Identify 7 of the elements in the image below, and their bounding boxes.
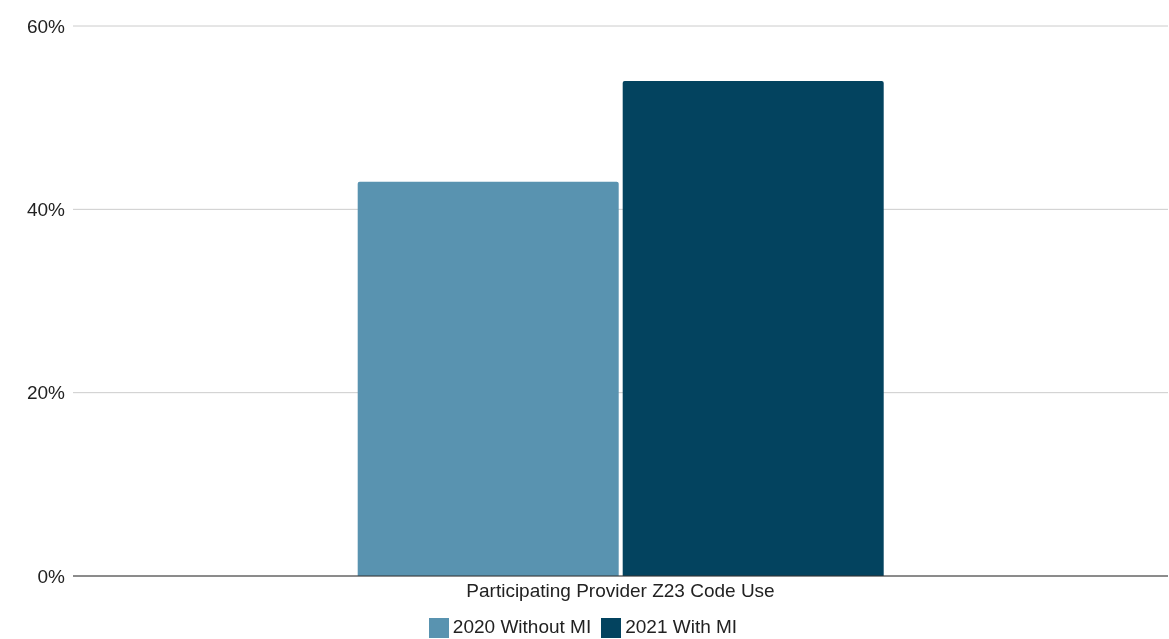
legend-label: 2020 Without MI (452, 616, 592, 637)
x-tick-label: Participating Provider Z23 Code Use (466, 580, 775, 602)
y-tick-label: 60% (26, 15, 66, 37)
y-tick-label: 40% (26, 199, 66, 221)
y-tick-label: 20% (26, 382, 66, 404)
y-tick-label: 0% (37, 565, 66, 587)
legend-label: 2021 With MI (625, 616, 738, 637)
